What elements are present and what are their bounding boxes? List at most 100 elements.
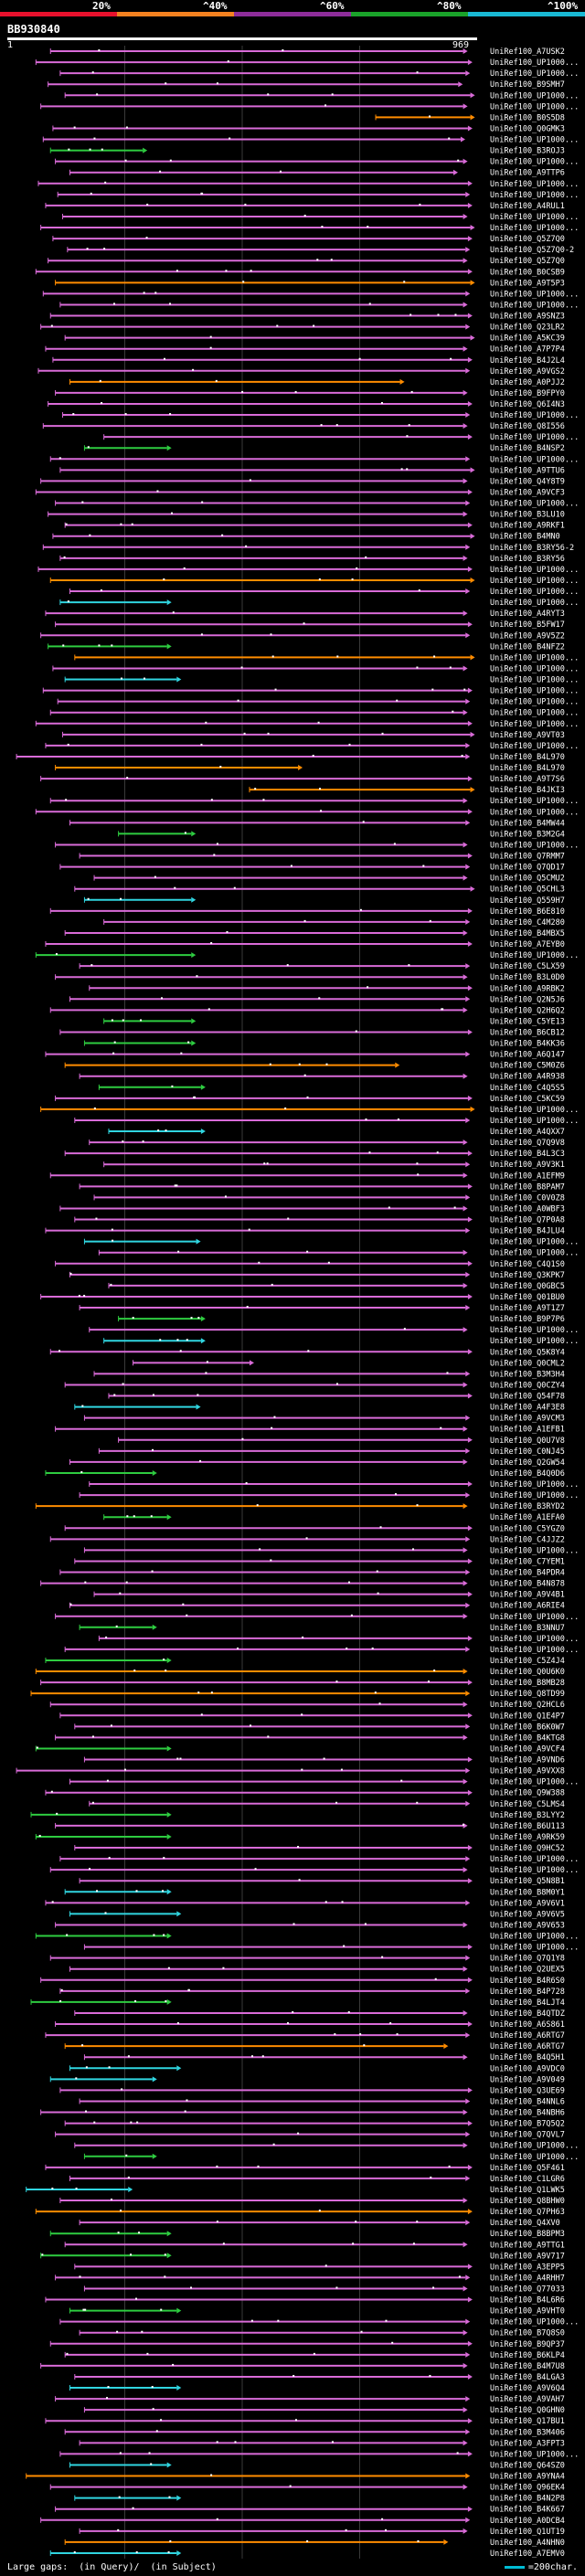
gap-dot bbox=[89, 534, 91, 536]
hit-arrow bbox=[467, 269, 473, 275]
hit-arrow bbox=[467, 2418, 473, 2424]
gap-dot bbox=[456, 2452, 459, 2454]
alignment-row: UniRef100_A9VCF3 bbox=[35, 488, 565, 497]
gap-dot bbox=[418, 589, 420, 592]
gap-dot bbox=[422, 864, 425, 867]
hit-label: UniRef100_UP1000... bbox=[490, 797, 579, 806]
hit-arrow bbox=[467, 1150, 473, 1157]
gap-dot bbox=[433, 655, 436, 658]
gap-dot bbox=[301, 1768, 303, 1771]
gap-dot bbox=[119, 2452, 122, 2454]
hit-arrow bbox=[463, 302, 468, 308]
hit-label: UniRef100_A4R938 bbox=[490, 1073, 565, 1082]
alignment-row: UniRef100_UP1000... bbox=[62, 213, 579, 222]
alignment-row: UniRef100_A4RHH7 bbox=[55, 2274, 565, 2283]
gap-dot bbox=[152, 2408, 154, 2411]
hit-arrow bbox=[191, 896, 197, 903]
alignment-row: UniRef100_UP1000... bbox=[49, 797, 579, 806]
gap-dot bbox=[440, 1426, 442, 1429]
alignment-row: UniRef100_A9VGS2 bbox=[37, 367, 565, 376]
hit-arrow bbox=[470, 533, 475, 539]
gap-dot bbox=[430, 2176, 432, 2178]
gap-dot bbox=[110, 1724, 112, 1727]
hit-label: UniRef100_B6CB12 bbox=[490, 1028, 565, 1037]
hit-label: UniRef100_Q5F461 bbox=[490, 2164, 565, 2173]
hit-label: UniRef100_B9P7P6 bbox=[490, 1315, 565, 1324]
alignment-row: UniRef100_Q5K8Y4 bbox=[49, 1348, 565, 1357]
gap-dot bbox=[306, 2539, 309, 2542]
gap-dot bbox=[246, 1306, 249, 1309]
alignment-row: UniRef100_UP1000... bbox=[40, 224, 579, 233]
alignment-row: UniRef100_B6K0W7 bbox=[74, 1723, 565, 1732]
gap-dot bbox=[154, 875, 156, 878]
gap-dot bbox=[68, 148, 70, 151]
gap-dot bbox=[225, 270, 228, 272]
alignment-row: UniRef100_UP1000... bbox=[83, 1546, 579, 1555]
hit-label: UniRef100_Q5Z7Q0 bbox=[490, 235, 565, 244]
gap-dot bbox=[350, 1614, 353, 1617]
gap-dot bbox=[327, 1261, 330, 1264]
hit-arrow bbox=[463, 665, 468, 672]
gap-dot bbox=[38, 1834, 41, 1837]
hit-arrow bbox=[465, 1415, 471, 1421]
gap-dot bbox=[153, 1934, 155, 1936]
hit-label: UniRef100_C5Z4J4 bbox=[490, 1657, 565, 1666]
hit-arrow bbox=[467, 1436, 473, 1443]
gap-dot bbox=[103, 248, 106, 250]
hit-label: UniRef100_UP1000... bbox=[490, 588, 579, 597]
gap-dot bbox=[381, 1956, 384, 1958]
gap-dot bbox=[271, 1426, 273, 1429]
hit-label: UniRef100_UP1000... bbox=[490, 1249, 579, 1258]
gap-dot bbox=[331, 93, 334, 96]
alignment-row: UniRef100_B6CB12 bbox=[59, 1028, 565, 1037]
gap-dot bbox=[171, 1085, 174, 1087]
gap-dot bbox=[80, 1470, 83, 1473]
gap-dot bbox=[163, 1934, 165, 1936]
alignment-row: UniRef100_B0CSB9 bbox=[35, 268, 565, 277]
gap-dot bbox=[321, 226, 324, 228]
hit-arrow bbox=[463, 1382, 468, 1388]
hit-label: UniRef100_A6RTG7 bbox=[490, 2031, 565, 2041]
hit-arrow bbox=[463, 1172, 468, 1179]
gap-dot bbox=[146, 2352, 149, 2355]
hit-label: UniRef100_B4JKI3 bbox=[490, 786, 565, 795]
gap-dot bbox=[431, 688, 434, 691]
hit-arrow bbox=[465, 1646, 471, 1652]
hit-arrow bbox=[143, 147, 148, 154]
alignment-row: UniRef100_C4M280 bbox=[103, 918, 565, 928]
gap-dot bbox=[303, 919, 306, 922]
gap-dot bbox=[244, 203, 247, 206]
hit-arrow bbox=[463, 2440, 468, 2446]
alignment-row: UniRef100_B3LU10 bbox=[48, 511, 565, 520]
hit-label: UniRef100_C4Q1S0 bbox=[490, 1260, 565, 1269]
gap-dot bbox=[209, 335, 212, 338]
hit-label: UniRef100_Q7QD17 bbox=[490, 864, 565, 873]
hit-arrow bbox=[463, 213, 468, 219]
hit-arrow bbox=[152, 1624, 157, 1630]
hit-label: UniRef100_UP1000... bbox=[490, 720, 579, 729]
gap-dot bbox=[84, 2308, 87, 2311]
hit-arrow bbox=[463, 389, 468, 396]
hit-label: UniRef100_A9V653 bbox=[490, 1921, 565, 1930]
hit-label: UniRef100_A9VXX8 bbox=[490, 1767, 565, 1776]
hit-arrow bbox=[467, 1183, 473, 1190]
alignment-row: UniRef100_UP1000... bbox=[40, 1106, 579, 1115]
hit-label: UniRef100_Q0CML2 bbox=[490, 1359, 565, 1368]
hit-label: UniRef100_A9VAH7 bbox=[490, 2395, 565, 2404]
hit-arrow bbox=[465, 70, 471, 77]
hit-arrow bbox=[463, 103, 468, 110]
hit-label: UniRef100_Q17BU1 bbox=[490, 2417, 565, 2426]
gap-dot bbox=[279, 170, 282, 173]
gap-dot bbox=[229, 137, 231, 140]
hit-label: UniRef100_B4LJT4 bbox=[490, 1998, 565, 2008]
hit-arrow bbox=[467, 1260, 473, 1267]
hit-arrow bbox=[467, 776, 473, 782]
hit-label: UniRef100_Q5N8B1 bbox=[490, 1877, 565, 1886]
hit-label: UniRef100_B4Q5H1 bbox=[490, 2053, 565, 2062]
hit-arrow bbox=[467, 1756, 473, 1763]
alignment-row: UniRef100_B4KTG8 bbox=[55, 1733, 565, 1743]
gap-dot bbox=[210, 942, 213, 945]
alignment-row: UniRef100_A9SNZ3 bbox=[49, 313, 565, 322]
alignment-row: UniRef100_A9T1Z7 bbox=[79, 1304, 565, 1313]
gap-dot bbox=[216, 2221, 218, 2223]
